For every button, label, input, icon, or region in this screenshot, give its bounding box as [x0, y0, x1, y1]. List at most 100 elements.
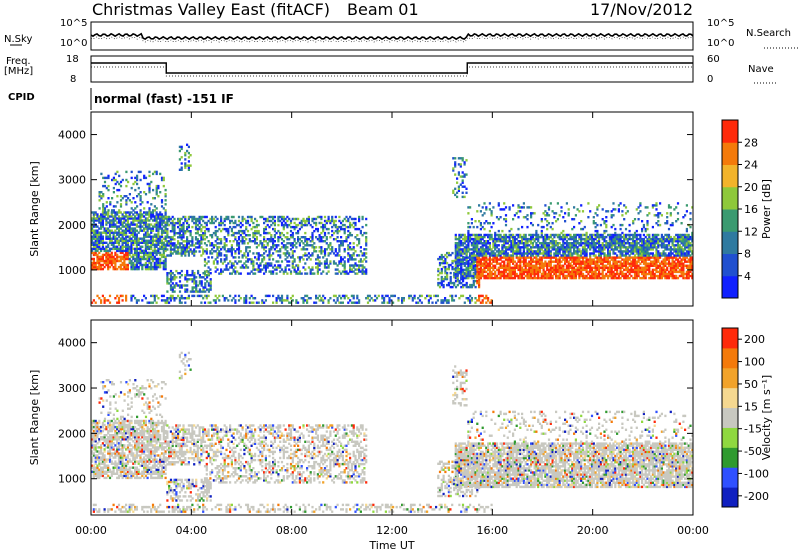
power-cell — [191, 240, 194, 243]
power-cell — [121, 251, 124, 255]
power-cell — [315, 262, 318, 265]
power-cell — [338, 240, 341, 243]
power-cell — [209, 301, 212, 304]
power-cell — [144, 241, 147, 244]
power-cell — [245, 250, 248, 253]
power-cell — [453, 259, 456, 263]
power-cell — [143, 255, 146, 259]
power-cell — [184, 288, 187, 291]
power-cell — [223, 299, 226, 302]
power-cell — [467, 276, 470, 280]
power-cell — [128, 235, 131, 238]
power-cell — [402, 297, 405, 300]
power-cell — [506, 252, 509, 255]
power-cell — [125, 225, 128, 228]
power-cell — [162, 225, 165, 228]
power-cell — [461, 276, 465, 280]
power-cell — [232, 297, 235, 300]
power-cell — [132, 243, 135, 246]
power-cell — [107, 231, 110, 234]
power-cell — [135, 235, 138, 238]
power-cell — [98, 215, 101, 218]
power-cell — [166, 301, 169, 304]
power-cell — [465, 254, 468, 257]
power-cell — [107, 229, 110, 232]
power-cell — [451, 265, 454, 269]
power-cell — [485, 242, 488, 245]
power-cell — [196, 219, 199, 223]
power-cell — [316, 238, 319, 241]
power-cell — [189, 278, 192, 281]
power-cell — [490, 276, 493, 280]
power-cell — [481, 270, 484, 274]
power-cell — [98, 217, 101, 220]
power-cell — [205, 223, 208, 227]
power-cell — [474, 301, 477, 304]
power-cell — [157, 251, 160, 255]
power-cell — [325, 262, 328, 265]
power-cell — [141, 251, 144, 255]
power-cell — [148, 257, 151, 261]
power-cell — [155, 207, 158, 210]
power-cell — [157, 239, 160, 242]
power-cell — [343, 264, 346, 267]
power-cell — [100, 221, 103, 224]
power-cell — [157, 263, 160, 267]
power-cell — [365, 244, 368, 247]
power-cell — [146, 253, 149, 257]
power-cell — [230, 264, 233, 267]
power-cell — [116, 249, 119, 253]
power-cell — [504, 254, 508, 257]
power-cell — [476, 237, 479, 241]
power-cell — [166, 217, 169, 221]
power-cell — [349, 221, 352, 225]
power-cell — [289, 272, 293, 275]
power-cell — [474, 233, 477, 237]
power-cell — [207, 282, 210, 285]
power-cell — [211, 215, 214, 219]
power-cell — [139, 245, 142, 248]
power-cell — [169, 217, 172, 221]
power-cell — [472, 233, 475, 237]
power-cell — [143, 253, 146, 257]
power-cell — [309, 223, 312, 227]
power-cell — [153, 209, 156, 212]
power-cell — [289, 248, 293, 251]
power-cell — [280, 246, 284, 249]
power-cell — [112, 209, 115, 212]
power-cell — [320, 217, 323, 221]
power-cell — [123, 233, 126, 236]
power-cell — [444, 271, 447, 275]
power-cell — [117, 231, 121, 234]
power-cell — [103, 247, 106, 251]
power-cell — [503, 246, 506, 249]
power-cell — [440, 275, 443, 279]
power-cell — [91, 235, 94, 238]
power-cell — [488, 256, 491, 259]
power-cell — [92, 213, 95, 216]
power-cell — [243, 252, 246, 255]
power-cell — [112, 237, 115, 240]
power-cell — [148, 184, 151, 188]
power-cell — [336, 268, 339, 271]
power-cell — [264, 217, 267, 221]
power-cell — [100, 217, 103, 220]
power-cell — [144, 217, 147, 220]
power-cell — [284, 236, 287, 239]
power-cell — [506, 235, 509, 239]
power-cell — [338, 262, 341, 265]
power-cell — [137, 251, 140, 255]
power-cell — [246, 242, 250, 245]
power-cell — [114, 182, 117, 186]
power-cell — [101, 245, 104, 248]
power-cell — [272, 217, 275, 221]
power-cell — [239, 240, 242, 243]
power-cell — [107, 209, 110, 212]
power-cell — [245, 266, 248, 269]
power-cell — [173, 232, 176, 235]
power-cell — [460, 272, 463, 276]
power-cell — [470, 237, 473, 241]
power-cell — [309, 244, 312, 247]
power-cell — [168, 254, 171, 257]
power-cell — [171, 238, 174, 241]
